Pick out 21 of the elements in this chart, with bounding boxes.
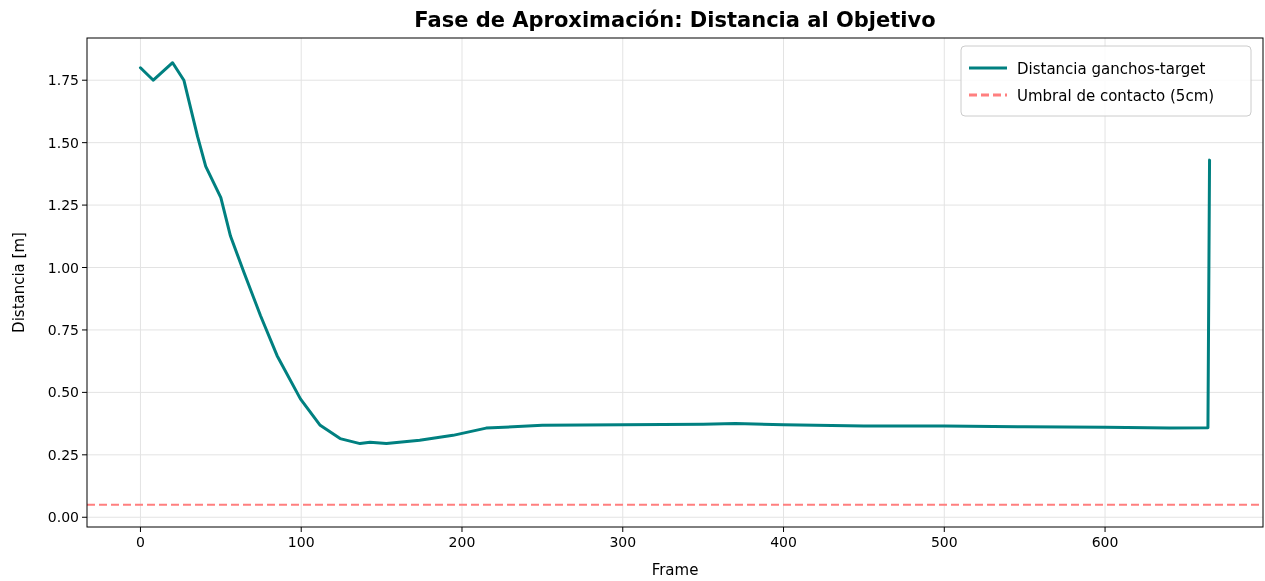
chart-title: Fase de Aproximación: Distancia al Objetivo xyxy=(414,8,936,32)
x-tick-label: 300 xyxy=(609,534,637,550)
x-tick-label: 400 xyxy=(770,534,797,550)
line-series xyxy=(138,61,1212,446)
legend-label: Umbral de contacto (5cm) xyxy=(1017,87,1215,105)
y-tick-label: 1.75 xyxy=(47,72,79,89)
y-tick-label: 0.75 xyxy=(47,321,79,338)
x-tick-label: 600 xyxy=(1091,534,1119,550)
y-tick-label: 1.25 xyxy=(47,197,79,214)
x-tick-label: 200 xyxy=(448,534,476,550)
y-tick-label: 1.50 xyxy=(47,134,79,151)
y-tick-label: 0.00 xyxy=(47,509,79,526)
y-tick-label: 0.25 xyxy=(47,446,79,463)
y-tick-label: 0.50 xyxy=(47,384,79,401)
y-axis-title: Distancia [m] xyxy=(10,232,28,333)
x-tick-label: 0 xyxy=(135,534,145,550)
legend-label: Distancia ganchos-target xyxy=(1017,60,1206,78)
x-axis-title: Frame xyxy=(651,561,699,579)
x-tick-label: 100 xyxy=(287,534,315,550)
x-tick-label: 500 xyxy=(930,534,958,550)
y-tick-label: 1.00 xyxy=(47,259,79,276)
